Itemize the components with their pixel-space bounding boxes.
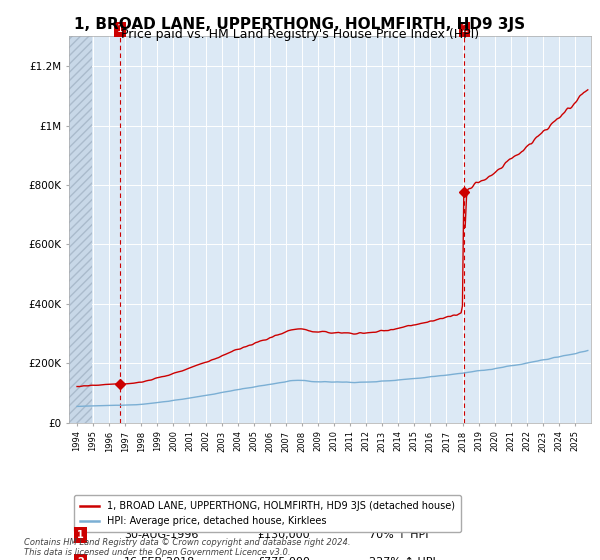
Text: £775,000: £775,000 [257,557,310,560]
Legend: 1, BROAD LANE, UPPERTHONG, HOLMFIRTH, HD9 3JS (detached house), HPI: Average pri: 1, BROAD LANE, UPPERTHONG, HOLMFIRTH, HD… [74,495,461,532]
Text: 16-FEB-2018: 16-FEB-2018 [124,557,195,560]
Text: 1, BROAD LANE, UPPERTHONG, HOLMFIRTH, HD9 3JS: 1, BROAD LANE, UPPERTHONG, HOLMFIRTH, HD… [74,17,526,32]
Text: 2: 2 [461,25,468,35]
Text: 1: 1 [116,25,123,35]
Text: 2: 2 [77,557,84,560]
Text: 1: 1 [77,530,84,540]
Text: Contains HM Land Registry data © Crown copyright and database right 2024.
This d: Contains HM Land Registry data © Crown c… [24,538,350,557]
Text: 227% ↑ HPI: 227% ↑ HPI [369,557,436,560]
Text: 70% ↑ HPI: 70% ↑ HPI [369,530,428,540]
Text: 30-AUG-1996: 30-AUG-1996 [124,530,198,540]
Text: Price paid vs. HM Land Registry's House Price Index (HPI): Price paid vs. HM Land Registry's House … [121,28,479,41]
Bar [69,36,92,423]
Text: £130,000: £130,000 [257,530,310,540]
